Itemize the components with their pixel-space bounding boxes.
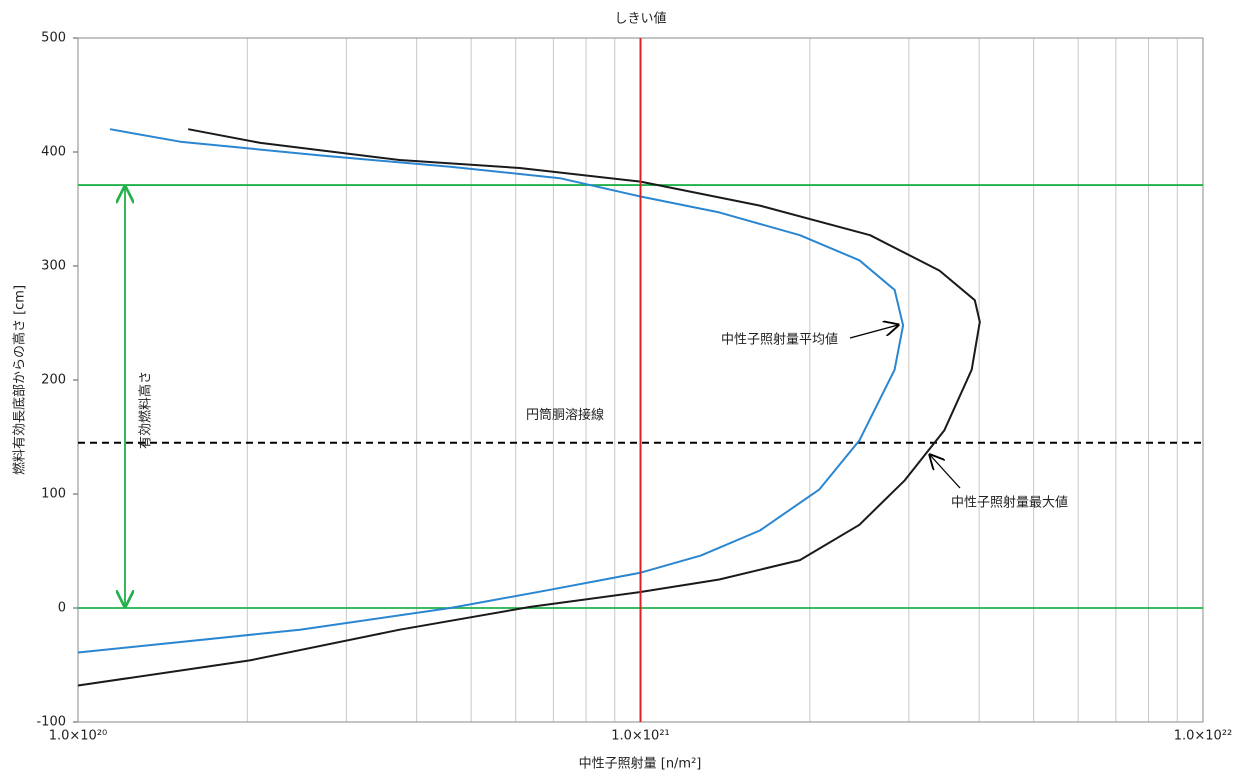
y-axis-label: 燃料有効長底部からの高さ [cm] <box>12 285 28 475</box>
series-line <box>77 128 981 687</box>
y-tick-label: 100 <box>41 487 66 502</box>
x-tick-label: 1.0×10²⁰ <box>49 729 108 744</box>
series-label: 中性子照射量最大値 <box>951 495 1068 511</box>
label-arrow <box>930 455 961 489</box>
span-label: 有効燃料高さ <box>138 371 154 449</box>
series-label: 中性子照射量平均値 <box>721 332 838 348</box>
x-tick-label: 1.0×10²² <box>1174 729 1233 744</box>
label-arrow <box>849 325 898 339</box>
y-tick-label: 200 <box>41 373 66 388</box>
y-tick-label: 400 <box>41 145 66 160</box>
y-tick-label: 300 <box>41 259 66 274</box>
x-axis-label: 中性子照射量 [n/m²] <box>579 756 702 772</box>
y-tick-label: 0 <box>58 601 66 616</box>
reference-label: 円筒胴溶接線 <box>526 407 604 423</box>
y-tick-label: -100 <box>36 715 66 730</box>
y-tick-label: 500 <box>41 31 66 46</box>
threshold-label: しきい値 <box>614 11 666 27</box>
x-tick-label: 1.0×10²¹ <box>611 729 670 744</box>
series-line <box>77 128 905 654</box>
